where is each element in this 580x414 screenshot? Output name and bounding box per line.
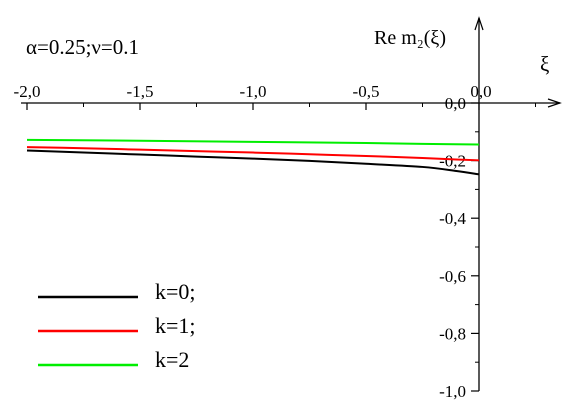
x-axis-arrow-icon bbox=[547, 98, 562, 108]
ticks: -2,0 -1,5 -1,0 -0,5 0,0 -0,2 -0,4 -0,6 -0,8 -1,0 0… bbox=[14, 82, 536, 401]
series-line-k0 bbox=[26, 149, 480, 176]
x-tick-label: 0,0 bbox=[470, 82, 491, 101]
y-axis-arrow-icon bbox=[474, 16, 484, 31]
x-tick-label: -2,0 bbox=[14, 82, 41, 101]
y-tick-label: -1,0 bbox=[439, 382, 466, 401]
axes bbox=[21, 16, 562, 391]
x-tick-label: -1,5 bbox=[127, 82, 154, 101]
x-tick-label: -0,5 bbox=[353, 82, 380, 101]
series bbox=[26, 138, 480, 176]
series-line-k2 bbox=[26, 138, 480, 146]
x-axis-label: ξ bbox=[540, 52, 549, 76]
y-axis-label: Re m₂(ξ) bbox=[374, 27, 446, 49]
legend-label: k=0; bbox=[155, 279, 196, 304]
y-tick-label: -0,6 bbox=[439, 267, 466, 286]
legend: k=0; k=1; k=2 bbox=[38, 279, 196, 372]
y-tick-label: 0,0 bbox=[445, 94, 466, 113]
legend-label: k=1; bbox=[155, 313, 196, 338]
y-tick-label: -0,2 bbox=[439, 152, 466, 171]
legend-label: k=2 bbox=[155, 347, 189, 372]
y-tick-label: -0,8 bbox=[439, 324, 466, 343]
y-tick-label: -0,4 bbox=[439, 209, 466, 228]
x-tick-label: -1,0 bbox=[240, 82, 267, 101]
chart-annotation: α=0.25;ν=0.1 bbox=[26, 35, 139, 59]
series-line-k1 bbox=[26, 146, 480, 162]
